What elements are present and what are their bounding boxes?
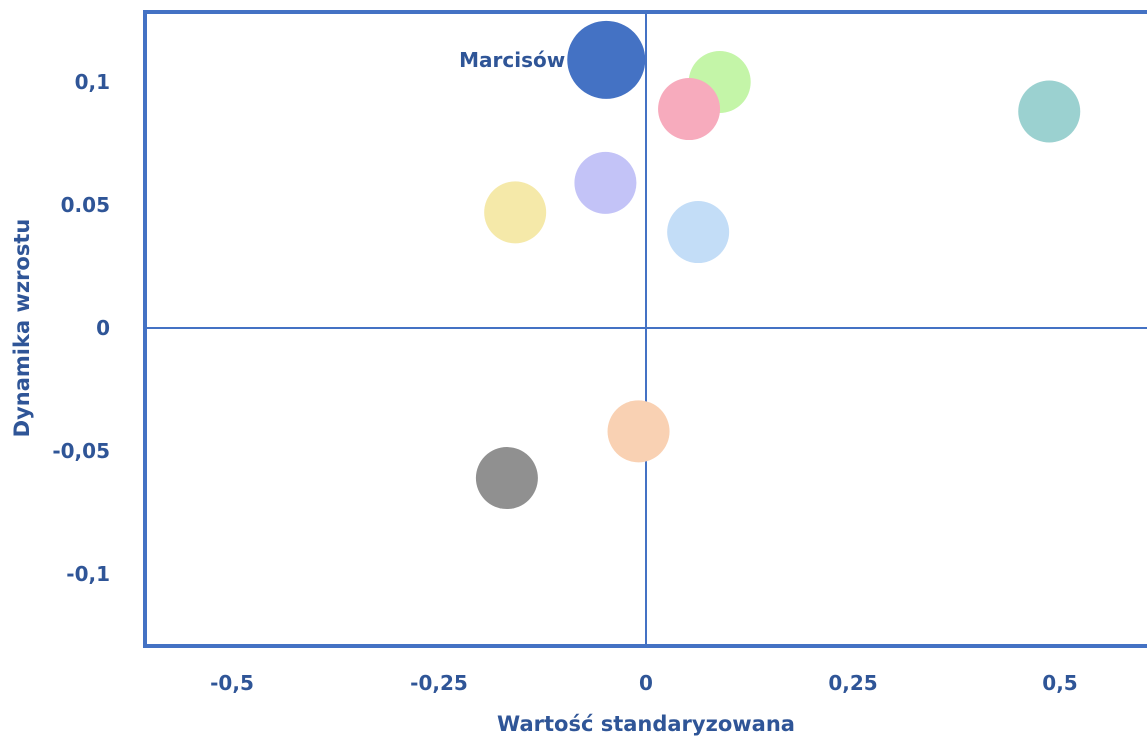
y-tick-label: -0,1 (66, 562, 110, 586)
data-point (667, 201, 730, 264)
y-tick-label: 0.05 (61, 193, 110, 217)
data-point (607, 400, 670, 463)
data-point (475, 447, 538, 510)
x-tick-label: -0,5 (210, 671, 254, 695)
y-tick-label: 0,1 (75, 70, 110, 94)
x-axis-title: Wartość standaryzowana (497, 712, 795, 736)
y-axis-title: Dynamika wzrostu (10, 219, 34, 438)
x-tick-label: 0,25 (828, 671, 877, 695)
data-point (567, 20, 646, 99)
data-point (1018, 80, 1081, 143)
x-tick-label: -0,25 (410, 671, 468, 695)
point-label: Marcisów (459, 48, 565, 72)
data-point (484, 181, 547, 244)
data-point (658, 78, 721, 141)
x-tick-label: 0,5 (1042, 671, 1077, 695)
x-tick-label: 0 (639, 671, 653, 695)
data-point (574, 151, 637, 214)
y-tick-label: 0 (96, 316, 110, 340)
y-tick-label: -0,05 (52, 439, 110, 463)
